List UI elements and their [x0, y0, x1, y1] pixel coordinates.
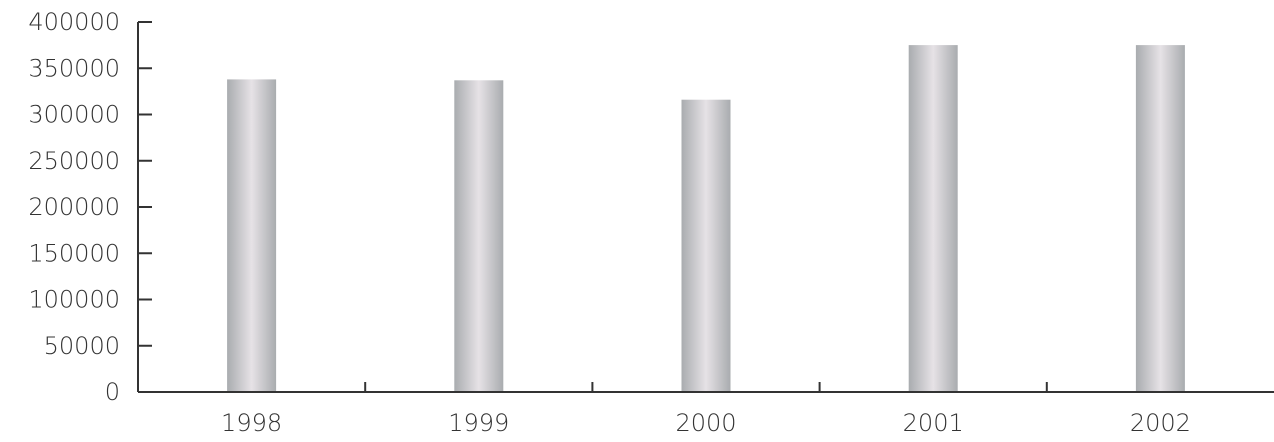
x-tick-label: 2001: [903, 409, 964, 437]
y-tick-label: 350000: [28, 54, 120, 82]
x-tick-label: 2002: [1130, 409, 1191, 437]
x-tick-label: 1999: [448, 409, 509, 437]
axes: [137, 21, 1274, 393]
y-tick-label: 150000: [28, 239, 120, 267]
y-tick-label: 300000: [28, 101, 120, 129]
bar-2002: [1135, 45, 1185, 392]
y-tick-label: 250000: [28, 147, 120, 175]
y-tick-label: 200000: [28, 193, 120, 221]
y-tick-label: 100000: [28, 286, 120, 314]
y-tick-label: 0: [105, 378, 120, 406]
bar-2000: [681, 99, 731, 392]
y-tick-label: 50000: [44, 332, 120, 360]
x-tick-label: 1998: [221, 409, 282, 437]
x-tick-label: 2000: [675, 409, 736, 437]
y-tick-label: 400000: [28, 8, 120, 36]
bar-1999: [454, 80, 504, 393]
bar-1998: [227, 79, 277, 393]
bar-2001: [908, 45, 958, 392]
tick-labels: 0 50000 100000 150000 200000 250000 300000 3500…: [28, 8, 1191, 437]
bars: [227, 45, 1185, 393]
